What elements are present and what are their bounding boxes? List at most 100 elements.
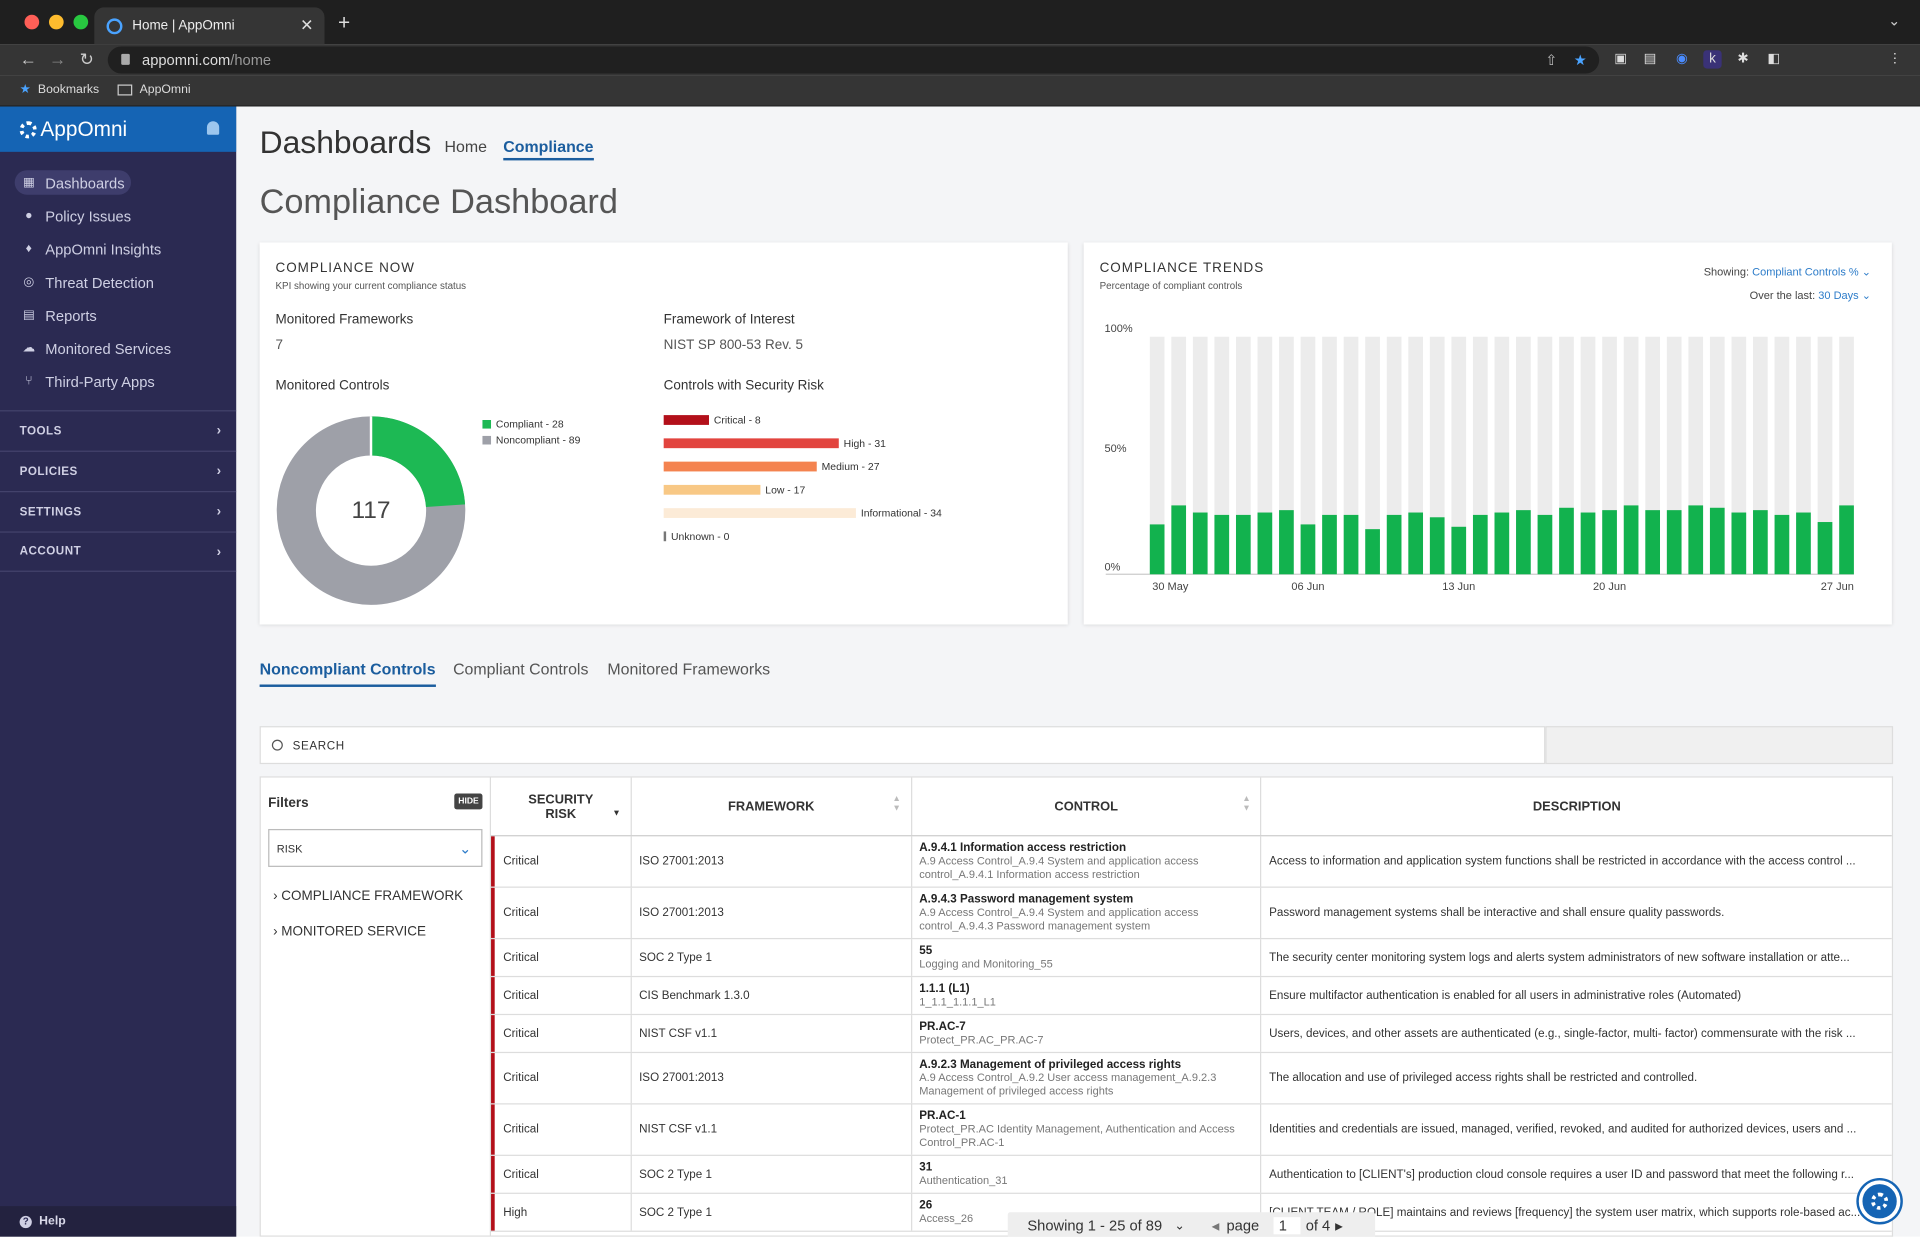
camera-extension-icon[interactable]: ◉ [1675, 51, 1688, 67]
trend-bar[interactable] [1386, 514, 1402, 575]
trend-bar[interactable] [1451, 526, 1467, 575]
trend-bar[interactable] [1171, 505, 1187, 575]
forward-icon[interactable]: → [48, 48, 67, 69]
trend-bar[interactable] [1214, 514, 1230, 575]
new-tab-icon[interactable]: + [337, 11, 351, 35]
trend-bar[interactable] [1257, 512, 1273, 575]
puzzle-icon[interactable]: ✱ [1737, 51, 1749, 67]
url-field[interactable]: appomni.com/home ⇧ ★ [107, 46, 1600, 74]
app-logo[interactable]: AppOmni [0, 106, 237, 152]
page-size-chevron-icon[interactable]: ⌄ [1174, 1218, 1185, 1233]
table-row[interactable]: Critical NIST CSF v1.1 PR.AC-1 Protect_PR.A… [491, 1104, 1892, 1156]
help-link[interactable]: ? Help [0, 1206, 237, 1237]
trend-bar[interactable] [1559, 507, 1574, 575]
sidepanel-icon[interactable]: ◧ [1767, 51, 1781, 67]
bookmark-star-icon[interactable]: ★ [1573, 51, 1587, 69]
trend-bar[interactable] [1192, 512, 1208, 575]
tab-monitored-frameworks[interactable]: Monitored Frameworks [607, 660, 771, 679]
trend-bar[interactable] [1709, 507, 1725, 575]
showing-dropdown[interactable]: Showing: Compliant Controls % ⌄ [1704, 266, 1871, 279]
sidebar-section-policies[interactable]: POLICIES › [0, 450, 237, 491]
maximize-window-button[interactable] [73, 14, 89, 30]
risk-bar[interactable] [663, 508, 856, 518]
search-input[interactable]: SEARCH [259, 726, 1546, 765]
trend-bar[interactable] [1149, 524, 1165, 575]
trend-bar[interactable] [1817, 522, 1833, 575]
risk-bar[interactable] [663, 484, 761, 495]
sidebar-item-third-party-apps[interactable]: ⑂ Third-Party Apps [0, 365, 236, 398]
trend-bar[interactable] [1731, 512, 1747, 575]
tab-compliance[interactable]: Compliance [503, 137, 594, 161]
trend-bar[interactable] [1516, 510, 1531, 575]
trend-bar[interactable] [1343, 514, 1359, 575]
trend-bar[interactable] [1322, 514, 1337, 575]
sidebar-item-dashboards[interactable]: ▦ Dashboards [0, 167, 236, 200]
reload-icon[interactable]: ↻ [79, 48, 94, 69]
trend-bar[interactable] [1753, 510, 1768, 575]
period-dropdown[interactable]: Over the last: 30 Days ⌄ [1750, 289, 1871, 302]
bookmark-folder-appomni[interactable]: AppOmni [117, 83, 191, 97]
k-extension-icon[interactable]: k [1703, 50, 1722, 69]
trend-bar[interactable] [1688, 505, 1704, 575]
minimize-window-button[interactable] [48, 14, 64, 30]
extension-icon[interactable]: ▣ [1614, 51, 1627, 67]
sidebar-item-monitored-services[interactable]: ☁ Monitored Services [0, 332, 236, 365]
menu-kebab-icon[interactable]: ⋮ [1888, 51, 1902, 67]
sidebar-item-insights[interactable]: ♦ AppOmni Insights [0, 233, 236, 266]
close-window-button[interactable] [24, 14, 40, 30]
column-description[interactable]: DESCRIPTION [1262, 778, 1892, 836]
extension-icon[interactable]: ▤ [1643, 51, 1657, 67]
trend-bar[interactable] [1300, 524, 1316, 575]
trend-bar[interactable] [1645, 510, 1661, 575]
filter-compliance-framework[interactable]: › COMPLIANCE FRAMEWORK [273, 888, 464, 904]
close-tab-icon[interactable]: ✕ [300, 15, 314, 35]
sidebar-item-policy-issues[interactable]: ● Policy Issues [0, 200, 236, 233]
bell-icon[interactable] [206, 121, 220, 135]
trend-bar[interactable] [1537, 514, 1553, 575]
trend-bar[interactable] [1602, 510, 1617, 575]
trend-bar[interactable] [1494, 512, 1510, 575]
browser-tab[interactable]: Home | AppOmni ✕ [94, 7, 325, 45]
filter-monitored-service[interactable]: › MONITORED SERVICE [273, 924, 427, 940]
risk-bar[interactable] [663, 438, 839, 449]
sidebar-section-account[interactable]: ACCOUNT › [0, 531, 237, 572]
table-row[interactable]: Critical SOC 2 Type 1 55 Logging and Monito… [491, 939, 1892, 978]
trend-bar[interactable] [1666, 510, 1682, 575]
table-row[interactable]: Critical CIS Benchmark 1.3.0 1.1.1 (L1) 1_1… [491, 977, 1892, 1016]
column-security-risk[interactable]: SECURITY RISK ▼ [491, 777, 632, 836]
bookmarks-item[interactable]: ★ Bookmarks [20, 83, 100, 96]
trend-bar[interactable] [1623, 505, 1639, 575]
risk-bar[interactable] [663, 461, 817, 472]
risk-bar[interactable] [663, 531, 667, 542]
table-row[interactable]: Critical ISO 27001:2013 A.9.4.1 Informatio… [491, 836, 1892, 888]
trend-bar[interactable] [1365, 529, 1380, 575]
hide-filters-button[interactable]: HIDE [454, 793, 483, 810]
sidebar-item-reports[interactable]: ▤ Reports [0, 299, 236, 332]
assistant-fab[interactable] [1858, 1180, 1901, 1223]
tab-compliant-controls[interactable]: Compliant Controls [453, 660, 589, 679]
trend-bar[interactable] [1472, 514, 1488, 575]
trend-bar[interactable] [1279, 510, 1294, 575]
table-row[interactable]: Critical NIST CSF v1.1 PR.AC-7 Protect_PR.A… [491, 1015, 1892, 1054]
trend-bar[interactable] [1235, 514, 1251, 575]
risk-bar[interactable] [663, 415, 709, 425]
tab-home[interactable]: Home [444, 137, 487, 156]
tab-noncompliant-controls[interactable]: Noncompliant Controls [259, 660, 436, 687]
trend-bar[interactable] [1774, 514, 1790, 575]
column-framework[interactable]: FRAMEWORK ▲ ▼ [632, 777, 912, 836]
trend-bar[interactable] [1408, 512, 1424, 575]
trend-bar[interactable] [1580, 512, 1596, 575]
tab-search-chevron-icon[interactable]: ⌄ [1888, 12, 1901, 30]
risk-select[interactable]: RISK ⌄ [268, 828, 483, 867]
column-control[interactable]: CONTROL ▲ ▼ [912, 777, 1262, 836]
prev-page-icon[interactable]: ◀ [1211, 1220, 1220, 1232]
trend-bar[interactable] [1429, 517, 1445, 575]
trend-bar[interactable] [1796, 512, 1811, 575]
sidebar-section-settings[interactable]: SETTINGS › [0, 491, 237, 531]
sidebar-section-tools[interactable]: TOOLS › [0, 410, 237, 450]
share-icon[interactable]: ⇧ [1545, 51, 1558, 69]
sidebar-item-threat-detection[interactable]: ◎ Threat Detection [0, 266, 236, 299]
table-row[interactable]: Critical SOC 2 Type 1 31 Authentication_31 A… [491, 1155, 1892, 1194]
back-icon[interactable]: ← [19, 48, 37, 69]
page-input[interactable]: 1 [1273, 1217, 1301, 1235]
